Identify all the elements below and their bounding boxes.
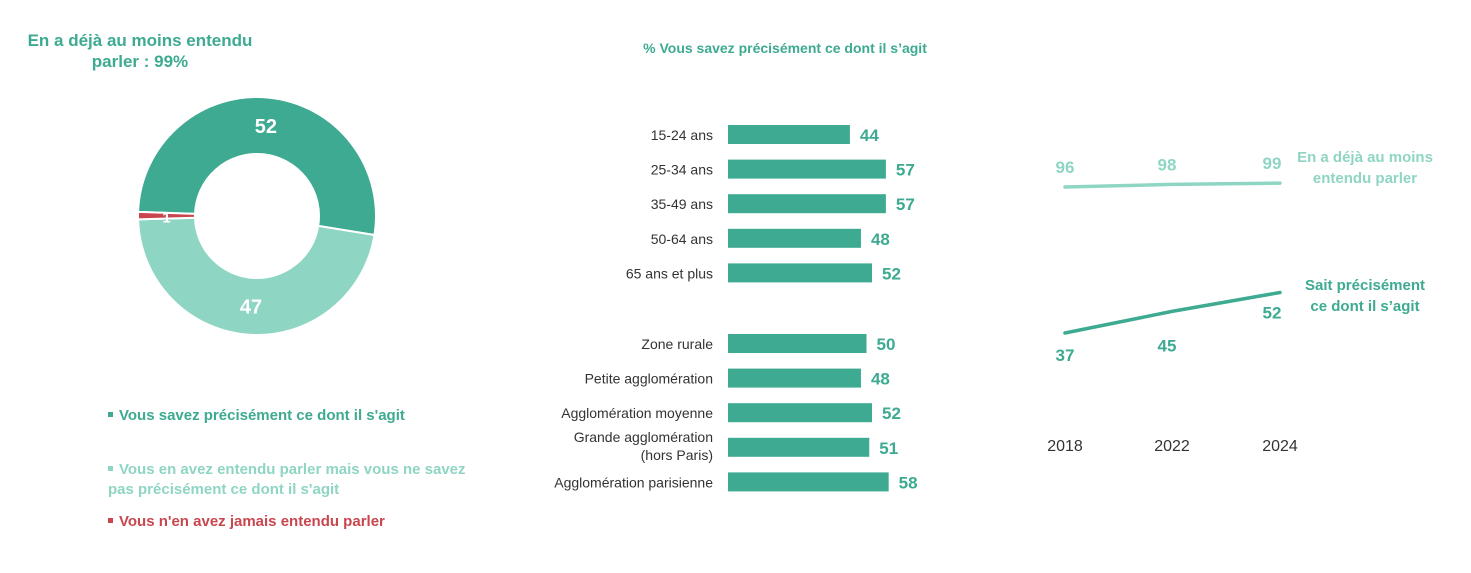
legend-label: Vous n'en avez jamais entendu parler xyxy=(119,513,385,530)
bar-category-label: Agglomération moyenne xyxy=(561,405,713,421)
bar-category-label: 50-64 ans xyxy=(651,231,713,247)
bar-chart-title: % Vous savez précisément ce dont il s’ag… xyxy=(643,40,927,56)
donut-title: En a déjà au moins entendu parler : 99% xyxy=(27,31,253,71)
donut-slice xyxy=(137,210,197,221)
line-chart: 96 98 99 En a déjà au moins entendu parler 37… xyxy=(1047,149,1433,455)
bar-value-label: 44 xyxy=(860,126,879,145)
legend-label: Vous savez précisément ce dont il s'agit xyxy=(119,407,405,424)
bar xyxy=(728,228,861,248)
bar xyxy=(728,194,886,214)
donut-chart: 52 47 1 xyxy=(137,96,377,336)
bar-category-label: Zone rurale xyxy=(641,336,713,352)
legend-item: Vous n'en avez jamais entendu parler xyxy=(108,512,508,532)
bar-value-label: 51 xyxy=(879,439,898,458)
bar-category-label: 35-49 ans xyxy=(651,196,713,212)
legend-item: Vous en avez entendu parler mais vous ne… xyxy=(108,460,478,500)
bar xyxy=(728,159,886,179)
bar xyxy=(728,263,873,283)
legend-marker xyxy=(108,517,113,523)
bar-value-label: 57 xyxy=(896,195,915,214)
line-series xyxy=(1063,290,1282,335)
bar xyxy=(728,472,889,492)
legend-marker xyxy=(108,465,113,471)
bar-value-label: 52 xyxy=(882,404,901,423)
bar-category-label: 25-34 ans xyxy=(651,162,713,178)
donut-slice xyxy=(137,96,377,237)
bar-category-label: Agglomération parisienne xyxy=(554,474,713,490)
line-series-name: Sait précisément ce dont il s’agit xyxy=(1305,277,1425,315)
bar-category-label: Grande agglomération (hors Paris) xyxy=(574,429,713,463)
line-value-label: 99 xyxy=(1263,154,1282,173)
bar-value-label: 57 xyxy=(896,161,915,180)
legend-item: Vous savez précisément ce dont il s'agit xyxy=(108,406,508,426)
x-tick-label: 2024 xyxy=(1262,438,1298,455)
line-series xyxy=(1063,181,1282,189)
line-value-label: 98 xyxy=(1158,155,1177,174)
line-value-label: 52 xyxy=(1263,304,1282,323)
donut-slice-label: 52 xyxy=(255,116,277,138)
bar-value-label: 50 xyxy=(877,335,896,354)
line-series-name: En a déjà au moins entendu parler xyxy=(1297,149,1433,187)
bar-category-label: 15-24 ans xyxy=(651,127,713,143)
donut-slice xyxy=(137,216,376,336)
donut-slice-label: 47 xyxy=(240,296,262,318)
legend-marker xyxy=(108,411,113,417)
bar xyxy=(728,437,870,457)
x-tick-label: 2018 xyxy=(1047,438,1083,455)
legend-label: Vous en avez entendu parler mais vous ne… xyxy=(108,461,466,498)
bar xyxy=(728,368,861,388)
bar-value-label: 48 xyxy=(871,370,890,389)
bar xyxy=(728,125,850,144)
bar-category-label: 65 ans et plus xyxy=(626,265,713,281)
x-tick-label: 2022 xyxy=(1154,438,1190,455)
bar xyxy=(728,334,867,353)
line-value-label: 45 xyxy=(1158,336,1177,355)
bar xyxy=(728,403,873,423)
line-value-label: 96 xyxy=(1056,158,1075,177)
bar-value-label: 52 xyxy=(882,264,901,283)
bar-value-label: 48 xyxy=(871,230,890,249)
line-value-label: 37 xyxy=(1056,346,1075,365)
bar-category-label: Petite agglomération xyxy=(585,371,713,387)
donut-slice-label: 1 xyxy=(162,210,170,227)
bar-value-label: 58 xyxy=(899,473,918,492)
bar-chart: 44 15-24 ans 57 25-34 ans 57 35-49 ans 48 50-64… xyxy=(554,125,918,492)
